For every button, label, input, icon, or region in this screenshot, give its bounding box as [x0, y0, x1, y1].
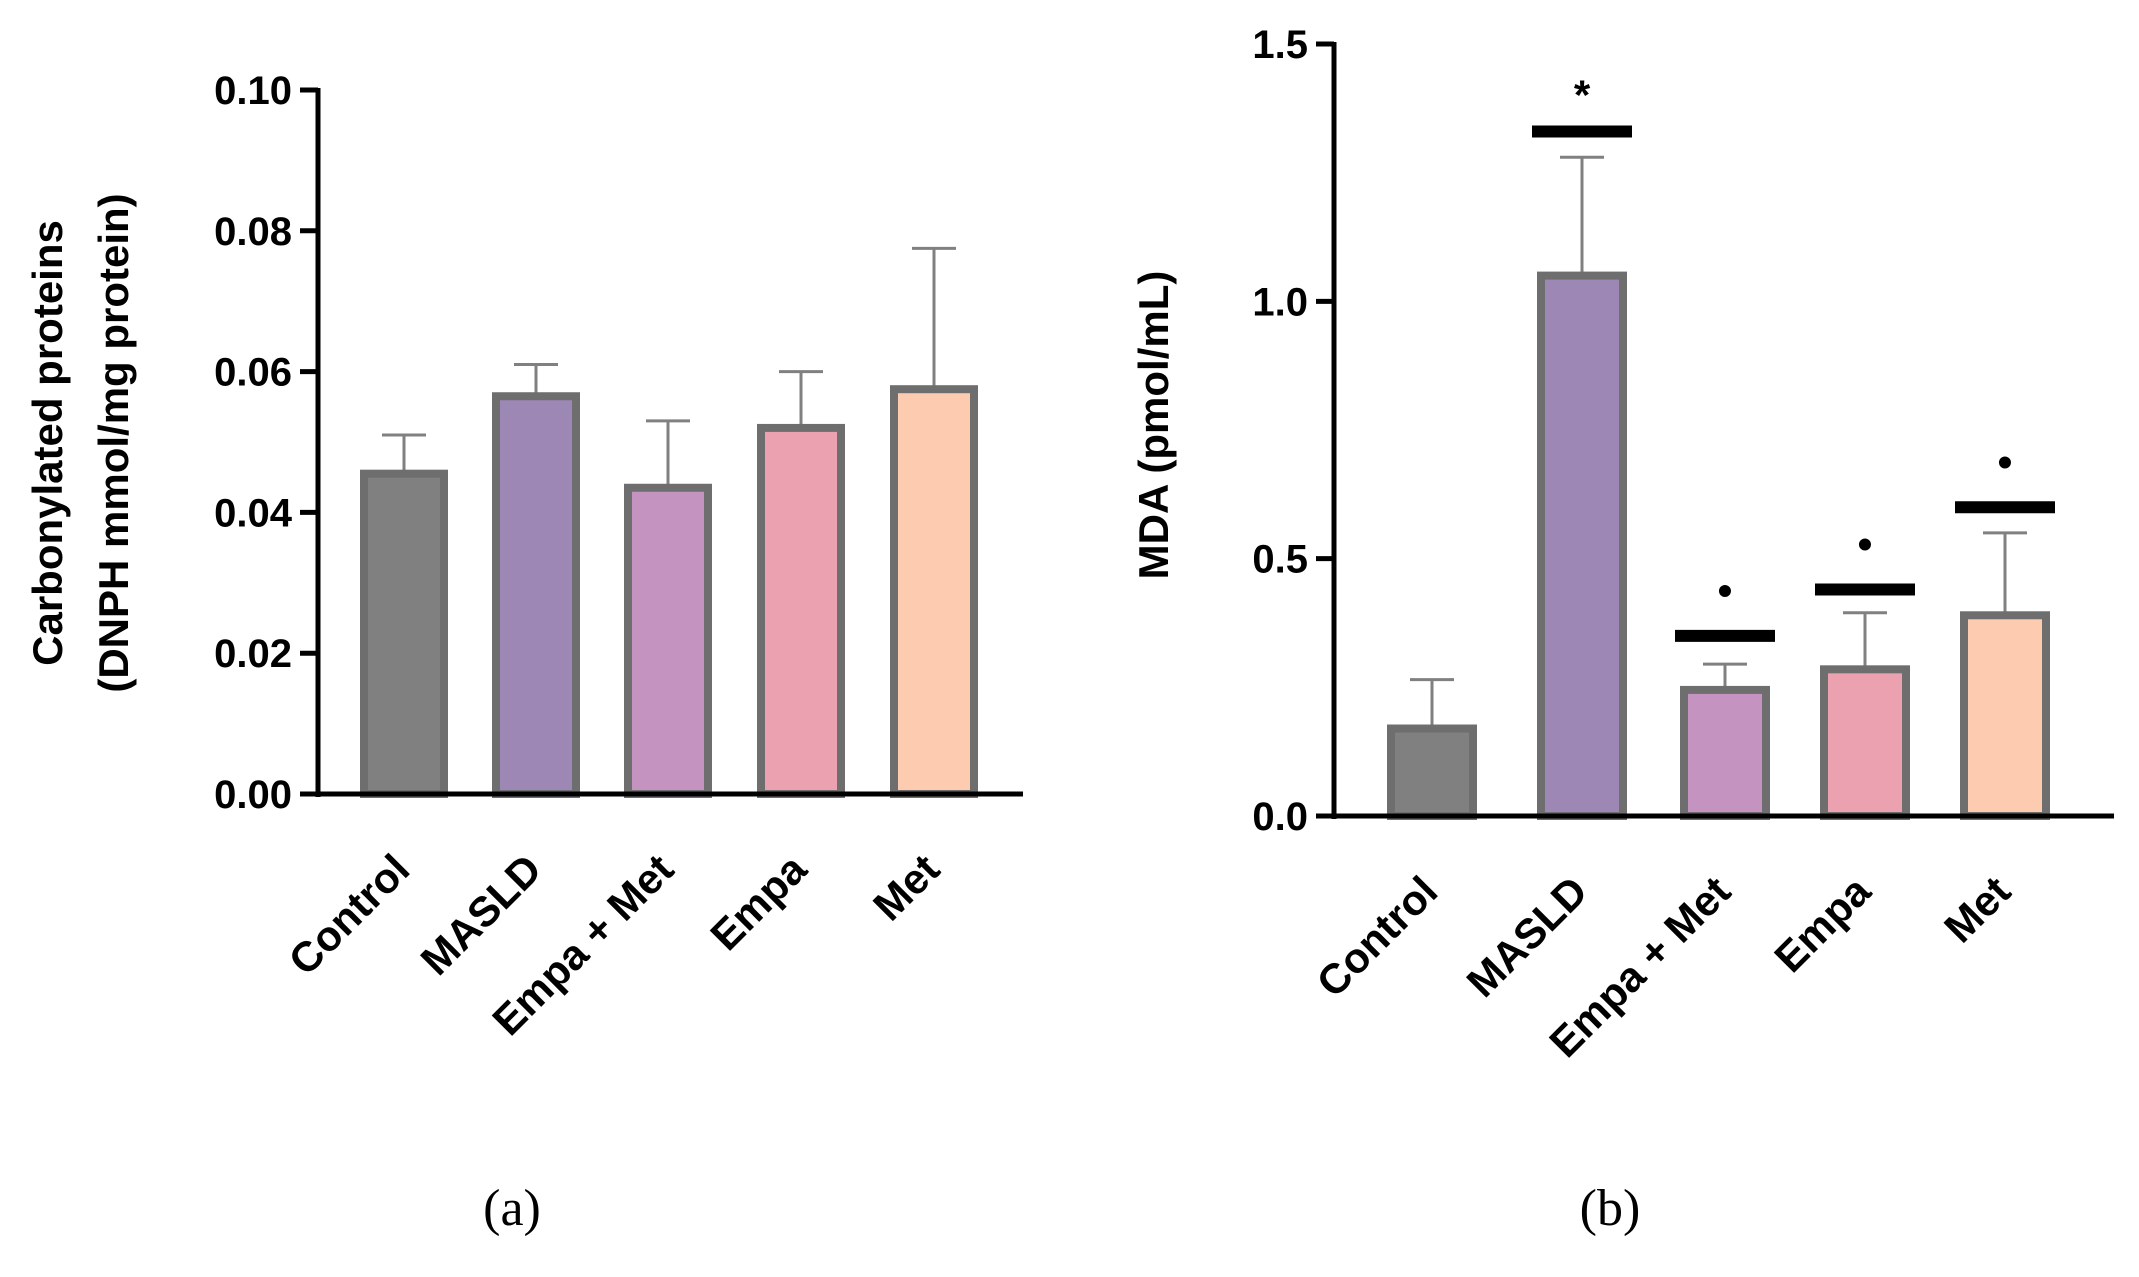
y-axis-label: Carbonylated proteins	[24, 220, 71, 666]
caption-a: (a)	[483, 1180, 541, 1237]
x-tick-label: Control	[1308, 867, 1447, 1006]
caption-b: (b)	[1580, 1180, 1641, 1237]
y-axis-label: (DNPH mmol/mg protein)	[90, 193, 137, 692]
y-tick-label: 1.0	[1252, 280, 1308, 324]
bar-met	[1960, 611, 2050, 821]
panel-a-chart: Carbonylated proteins (DNPH mmol/mg prote…	[24, 69, 1023, 1044]
y-tick-label: 0.5	[1252, 538, 1308, 582]
y-tick-label: 0.04	[214, 491, 293, 535]
x-tick-label: Control	[280, 845, 419, 984]
y-axis-label: MDA (pmol/mL)	[1130, 271, 1177, 580]
significance-dot: •	[1718, 567, 1733, 614]
x-tick-label: Met	[1935, 867, 2019, 951]
y-tick-label: 0.02	[214, 632, 292, 676]
x-tick-label: Empa	[1765, 867, 1880, 982]
significance-star: *	[1574, 71, 1591, 118]
y-tick-label: 0.00	[214, 773, 292, 817]
significance-dot: •	[1858, 521, 1873, 568]
x-tick-label: MASLD	[1458, 867, 1597, 1006]
y-tick-label: 1.5	[1252, 23, 1308, 67]
bar-control	[360, 469, 448, 798]
y-tick-label: 0.0	[1252, 795, 1308, 839]
x-tick-label: Empa	[701, 845, 816, 960]
bar-empa	[757, 423, 845, 798]
y-tick-label: 0.06	[214, 351, 292, 395]
bar-empa-met	[1680, 685, 1770, 821]
bar-met	[890, 385, 978, 798]
x-tick-label: Met	[864, 845, 948, 929]
y-tick-label: 0.08	[214, 210, 292, 254]
y-tick-label: 0.10	[214, 69, 292, 113]
bar-masld	[1537, 271, 1627, 821]
bar-empa-met	[624, 483, 712, 798]
x-tick-label: MASLD	[412, 845, 551, 984]
bar-control	[1387, 724, 1477, 820]
bar-masld	[492, 392, 580, 798]
bar-empa	[1820, 665, 1910, 820]
significance-dot: •	[1998, 438, 2013, 485]
